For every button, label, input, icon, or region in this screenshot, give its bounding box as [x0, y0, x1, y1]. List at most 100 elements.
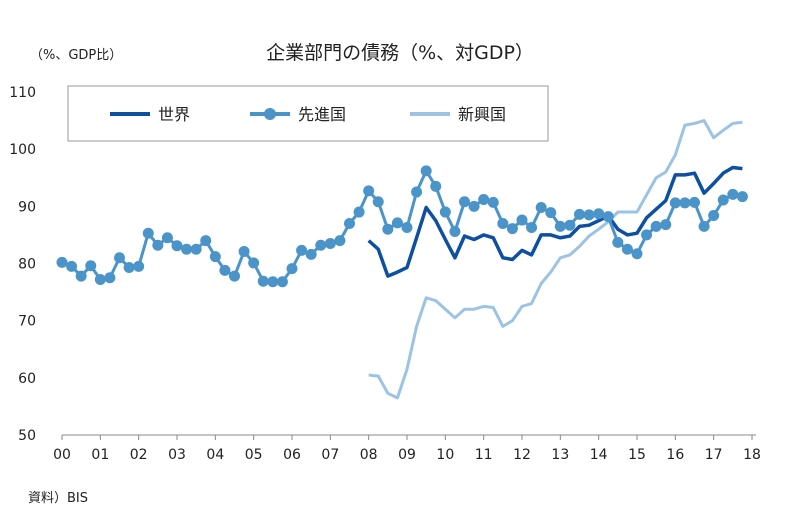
- data-point: [497, 217, 509, 229]
- data-point: [459, 196, 470, 208]
- data-point: [564, 219, 576, 231]
- x-tick-label: 08: [360, 447, 378, 463]
- x-tick-label: 18: [743, 447, 761, 463]
- data-point: [650, 220, 662, 232]
- data-point: [487, 196, 499, 208]
- data-point: [736, 191, 748, 203]
- data-point: [181, 243, 193, 255]
- data-point: [133, 260, 145, 272]
- legend-marker: [264, 108, 276, 120]
- data-point: [152, 239, 164, 251]
- data-point: [229, 270, 240, 282]
- y-axis-label: （%、GDP比）: [30, 48, 123, 63]
- data-point: [430, 180, 442, 192]
- data-point: [248, 257, 260, 269]
- x-tick-label: 11: [475, 447, 493, 463]
- data-point: [478, 193, 490, 205]
- x-tick-label: 02: [130, 447, 148, 463]
- data-point: [401, 221, 413, 233]
- x-tick-label: 16: [666, 447, 684, 463]
- data-point: [66, 260, 78, 272]
- data-point: [420, 165, 432, 177]
- data-point: [353, 206, 365, 218]
- y-tick-label: 110: [9, 85, 36, 101]
- data-point: [468, 200, 480, 212]
- y-tick-label: 70: [18, 314, 36, 330]
- data-point: [200, 235, 212, 247]
- data-point: [56, 256, 68, 268]
- data-point: [286, 263, 298, 275]
- data-point: [717, 194, 729, 206]
- x-tick-label: 03: [168, 447, 186, 463]
- data-point: [593, 208, 605, 220]
- x-tick-label: 15: [628, 447, 646, 463]
- data-point: [698, 220, 710, 232]
- data-point: [449, 225, 461, 237]
- data-point: [689, 196, 700, 208]
- series-line-2: [368, 119, 743, 400]
- data-point: [219, 264, 231, 276]
- x-tick-label: 05: [245, 447, 263, 463]
- data-point: [574, 208, 585, 220]
- x-tick-label: 09: [398, 447, 416, 463]
- data-point: [123, 262, 135, 274]
- data-point: [238, 245, 250, 257]
- data-point: [621, 243, 633, 255]
- data-point: [526, 221, 538, 233]
- data-point: [545, 207, 557, 219]
- data-point: [583, 209, 595, 221]
- data-point: [391, 217, 403, 229]
- x-tick-label: 12: [513, 447, 531, 463]
- data-point: [372, 196, 384, 208]
- data-point: [104, 272, 116, 284]
- data-point: [679, 197, 691, 209]
- data-point: [209, 251, 221, 263]
- data-point: [324, 237, 336, 249]
- x-tick-label: 04: [206, 447, 224, 463]
- legend-label-1: 先進国: [298, 105, 346, 124]
- data-point: [305, 248, 317, 260]
- data-point: [669, 197, 681, 209]
- data-point: [727, 188, 739, 200]
- legend-label-0: 世界: [158, 105, 190, 124]
- data-point: [602, 211, 614, 223]
- x-tick-label: 13: [551, 447, 569, 463]
- legend-label-2: 新興国: [458, 105, 506, 124]
- data-point: [612, 236, 624, 248]
- x-tick-label: 10: [436, 447, 454, 463]
- series-line-0: [367, 165, 743, 278]
- data-point: [344, 217, 355, 229]
- data-point: [641, 229, 653, 241]
- data-point: [94, 274, 106, 286]
- data-point: [506, 223, 518, 235]
- y-tick-label: 80: [18, 257, 36, 273]
- data-point: [382, 223, 394, 235]
- data-point: [85, 260, 97, 272]
- data-point: [75, 270, 87, 282]
- data-point: [439, 206, 451, 218]
- data-point: [171, 240, 183, 252]
- data-point: [190, 243, 202, 255]
- data-point: [516, 214, 528, 226]
- data-point: [257, 275, 269, 287]
- data-point: [660, 219, 672, 231]
- x-tick-label: 17: [705, 447, 723, 463]
- data-point: [708, 209, 720, 221]
- data-point: [411, 186, 423, 198]
- data-point: [334, 235, 346, 247]
- data-point: [363, 185, 375, 197]
- y-tick-label: 60: [18, 371, 36, 387]
- data-point: [296, 244, 308, 256]
- data-point: [142, 227, 154, 239]
- y-tick-label: 100: [9, 142, 36, 158]
- data-point: [554, 220, 566, 232]
- x-tick-label: 01: [91, 447, 109, 463]
- x-tick-label: 06: [283, 447, 301, 463]
- x-tick-label: 00: [53, 447, 71, 463]
- chart-title: 企業部門の債務（%、対GDP）: [266, 42, 534, 64]
- data-point: [276, 276, 288, 288]
- data-point: [267, 276, 279, 288]
- data-point: [535, 201, 547, 213]
